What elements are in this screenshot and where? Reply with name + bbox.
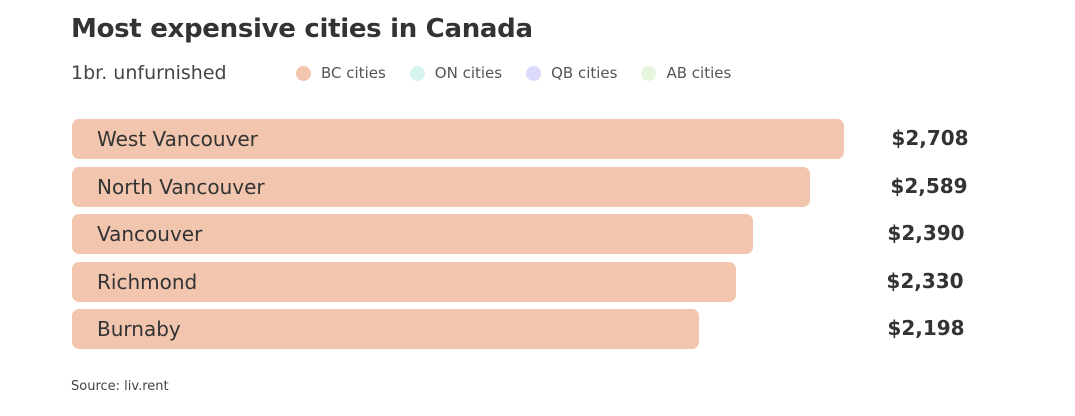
category-label: West Vancouver — [97, 127, 258, 151]
legend-item: AB cities — [641, 64, 731, 82]
legend-label: BC cities — [321, 64, 386, 82]
bar: Vancouver — [72, 214, 754, 254]
legend-swatch-icon — [409, 65, 425, 81]
bar: Richmond — [72, 262, 737, 302]
chart-title: Most expensive cities in Canada — [71, 14, 533, 44]
legend-item: BC cities — [296, 64, 386, 82]
bar: West Vancouver — [72, 119, 844, 159]
category-label: Burnaby — [97, 317, 181, 341]
legend-item: QB cities — [526, 64, 617, 82]
value-label: $2,390 — [887, 221, 965, 245]
value-label: $2,708 — [891, 126, 969, 150]
legend-swatch-icon — [526, 65, 542, 81]
value-label: $2,198 — [887, 316, 965, 340]
legend: BC cities ON cities QB cities AB cities — [296, 64, 731, 82]
legend-item: ON cities — [409, 64, 503, 82]
source-note: Source: liv.rent — [71, 379, 169, 394]
value-label: $2,330 — [886, 269, 964, 293]
bar: North Vancouver — [72, 167, 811, 207]
legend-swatch-icon — [641, 65, 657, 81]
legend-label: ON cities — [434, 64, 503, 82]
category-label: Richmond — [97, 270, 198, 294]
legend-swatch-icon — [296, 65, 311, 81]
legend-label: QB cities — [551, 64, 618, 82]
legend-label: AB cities — [666, 64, 732, 82]
value-label: $2,589 — [890, 174, 968, 198]
category-label: Vancouver — [97, 222, 203, 246]
bar: Burnaby — [72, 309, 699, 349]
category-label: North Vancouver — [97, 175, 265, 199]
chart-subtitle: 1br. unfurnished — [71, 62, 227, 84]
